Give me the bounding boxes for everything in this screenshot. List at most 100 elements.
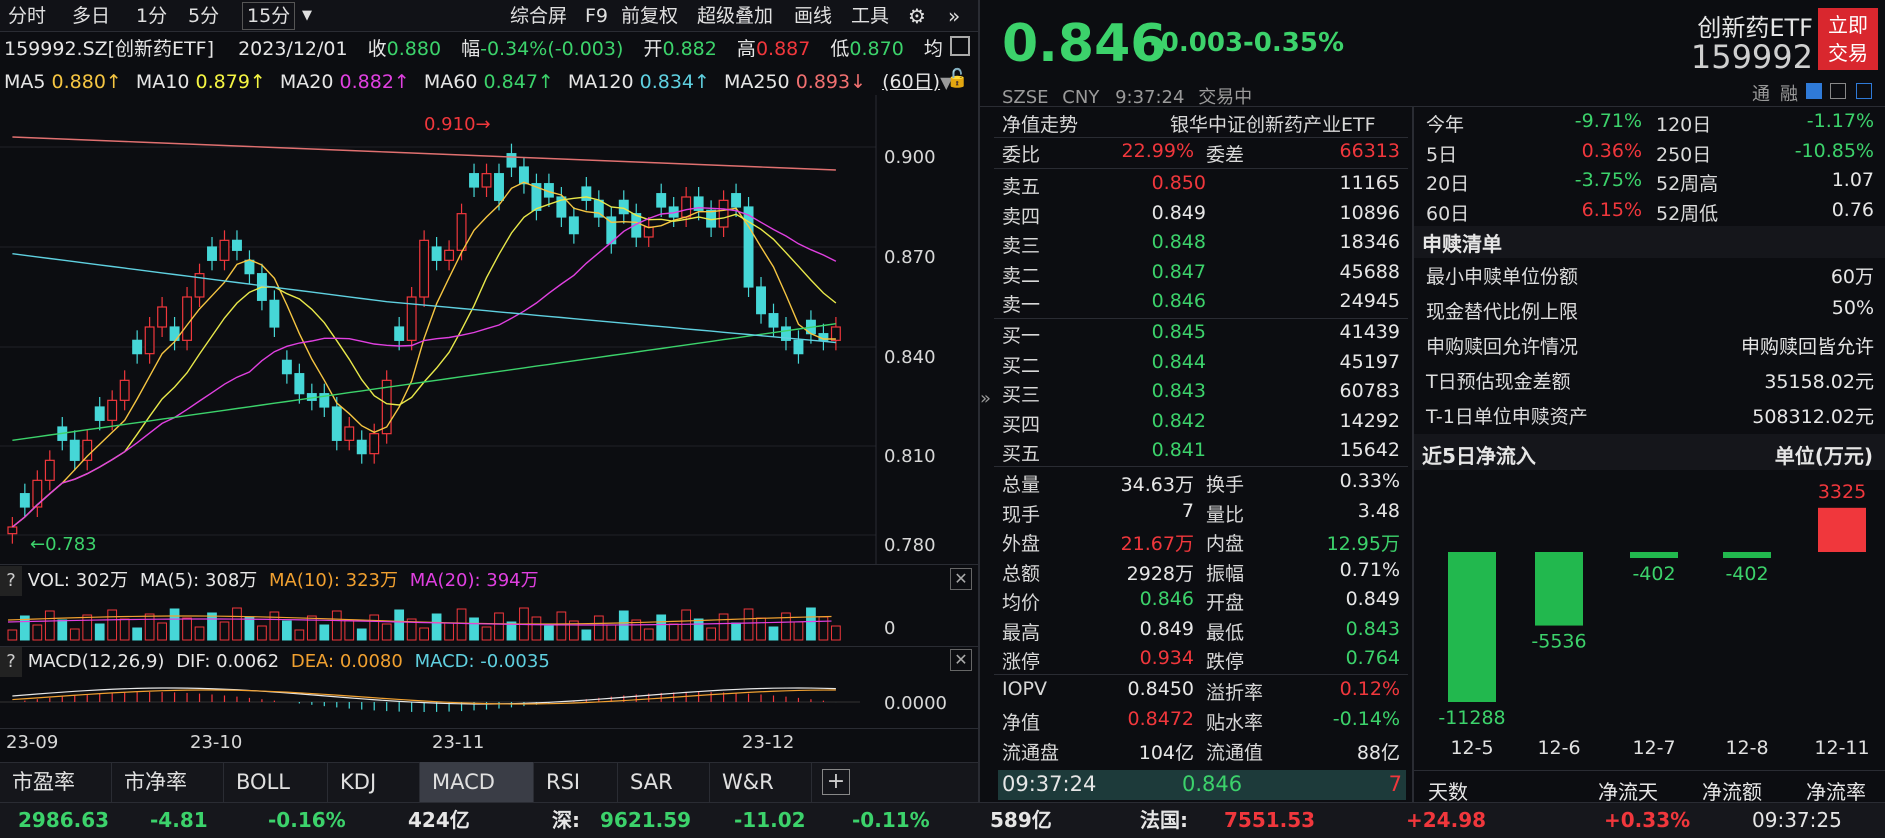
bid-price[interactable]: 0.845: [1151, 321, 1206, 343]
draw-line-button[interactable]: 画线: [794, 5, 833, 27]
f9-button[interactable]: F9: [585, 5, 609, 27]
close-vol-icon[interactable]: ✕: [950, 568, 972, 590]
candle-body: [269, 299, 280, 328]
candlestick-chart[interactable]: [0, 95, 978, 565]
volume-bar: [456, 608, 467, 641]
tab-macd[interactable]: MACD: [420, 762, 534, 802]
volume-bar: [294, 629, 305, 641]
bid-level-label: 买四: [1002, 413, 1041, 436]
volume-bar: [381, 623, 392, 641]
candle-body: [494, 173, 504, 201]
exchange: SZSE: [1002, 87, 1049, 108]
ma60-line: [12, 323, 836, 441]
close-macd-icon[interactable]: ✕: [950, 649, 972, 671]
candle-body: [82, 439, 93, 461]
ma120-line: [12, 253, 836, 344]
flow-category-label: 12-7: [1632, 737, 1675, 759]
volume-bar: [681, 609, 692, 641]
flow-bar-label: 3325: [1818, 481, 1866, 503]
candle-body: [830, 326, 841, 341]
bid-price[interactable]: 0.842: [1151, 409, 1206, 432]
add-tab-icon[interactable]: +: [822, 769, 850, 795]
macd-value: MACD: -0.0035: [414, 651, 550, 672]
ask-price[interactable]: 0.848: [1151, 231, 1206, 253]
tab-intraday[interactable]: 分时: [8, 5, 47, 27]
trade-now-button[interactable]: 立即 交易: [1818, 8, 1878, 70]
tab-5min[interactable]: 5分: [188, 5, 220, 27]
collapse-panel-icon[interactable]: »: [980, 388, 992, 409]
tab-wr[interactable]: W&R: [710, 762, 812, 802]
alert-icon[interactable]: [1830, 83, 1846, 99]
candle-body: [331, 406, 342, 441]
volume-bar: [32, 624, 43, 641]
bid-price[interactable]: 0.841: [1151, 439, 1206, 461]
ask-price[interactable]: 0.846: [1151, 290, 1206, 312]
macd-help-icon[interactable]: ?: [0, 647, 22, 677]
volume-bar: [19, 615, 30, 641]
high-marker-value: 0.910: [424, 114, 476, 135]
ask-price[interactable]: 0.850: [1151, 172, 1206, 194]
volume-bar: [394, 609, 405, 641]
flow-category-label: 12-11: [1814, 737, 1869, 759]
candle-body: [119, 379, 130, 401]
expand-icon[interactable]: [1856, 83, 1872, 99]
tab-pb[interactable]: 市净率: [112, 762, 224, 802]
candle-body: [731, 193, 742, 208]
ask-volume: 11165: [1339, 172, 1400, 194]
nav-label: 流通盘: [1002, 742, 1060, 764]
candle-body: [581, 186, 592, 201]
tab-sar[interactable]: SAR: [618, 762, 710, 802]
low-value: 0.870: [849, 38, 904, 60]
tab-multiday[interactable]: 多日: [72, 5, 111, 27]
overlay-button[interactable]: 超级叠加: [697, 5, 774, 27]
tick-row[interactable]: 09:37:24 0.846 7: [998, 770, 1406, 800]
ma-period-select[interactable]: (60日): [882, 71, 941, 93]
tab-15min[interactable]: 15分: [242, 2, 296, 30]
double-chevron-right-icon[interactable]: »: [948, 4, 961, 28]
tab-pe[interactable]: 市盈率: [0, 762, 112, 802]
bid-price[interactable]: 0.844: [1151, 350, 1206, 373]
chevron-down-icon[interactable]: ▼: [940, 73, 953, 92]
volume-bar: [793, 621, 804, 641]
ask-price[interactable]: 0.849: [1151, 201, 1206, 224]
tab-1min[interactable]: 1分: [136, 5, 168, 27]
overview-screen-button[interactable]: 综合屏: [510, 5, 568, 27]
volume-bar: [656, 614, 667, 641]
volume-bar: [444, 622, 454, 641]
flow-bar-label: -11288: [1438, 707, 1505, 729]
y-tick-0780: 0.780: [884, 535, 936, 556]
layout-icon[interactable]: [950, 36, 970, 56]
edit-icon[interactable]: [1806, 83, 1822, 99]
market-status-bar: [0, 802, 1885, 838]
vol-ma5: MA(5): 308万: [139, 570, 258, 591]
stat-value: 7: [1181, 499, 1194, 522]
ma20-label: MA20: [279, 71, 334, 93]
period-dropdown[interactable]: ▼: [302, 8, 312, 23]
bid-price[interactable]: 0.843: [1151, 380, 1206, 402]
gear-icon[interactable]: ⚙: [908, 4, 926, 28]
fq-button[interactable]: 前复权: [621, 5, 679, 27]
ask-level-label: 卖二: [1002, 264, 1041, 287]
return-period-label: 52周高: [1656, 173, 1719, 195]
tab-boll[interactable]: BOLL: [224, 762, 328, 802]
tools-button[interactable]: 工具: [851, 5, 890, 27]
sh-index[interactable]: 2986.63: [18, 808, 110, 832]
sz-index[interactable]: 9621.59: [600, 808, 692, 832]
x-tick-oct: 23-10: [190, 732, 243, 753]
commission-diff: 66313: [1339, 140, 1400, 162]
stat-label: 内盘: [1206, 533, 1245, 555]
redeem-value: 35158.02元: [1764, 371, 1874, 393]
tab-rsi[interactable]: RSI: [534, 762, 618, 802]
candle-body: [369, 433, 380, 455]
redeem-label: T日预估现金差额: [1426, 371, 1571, 393]
volume-bar: [831, 625, 841, 641]
lock-icon[interactable]: 🔓: [946, 68, 969, 89]
vol-ma10: MA(10): 323万: [269, 570, 398, 591]
nav-chart-link[interactable]: 净值走势: [1002, 114, 1079, 136]
tab-kdj[interactable]: KDJ: [328, 762, 420, 802]
volume-bar: [718, 613, 729, 641]
ask-price[interactable]: 0.847: [1151, 260, 1206, 283]
vol-help-icon[interactable]: ?: [0, 566, 22, 596]
fr-index[interactable]: 7551.53: [1224, 808, 1316, 832]
ask-level-label: 卖四: [1002, 205, 1041, 228]
